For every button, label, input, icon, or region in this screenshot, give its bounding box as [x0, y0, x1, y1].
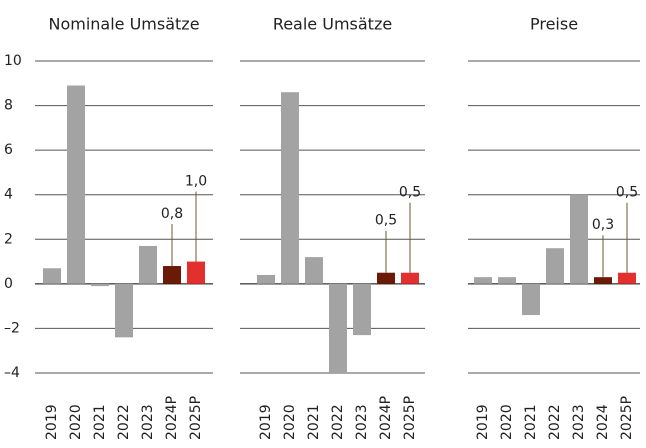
- x-tick-label: 2025P: [402, 396, 418, 440]
- bar: [329, 283, 347, 373]
- x-tick-label: 2024P: [378, 396, 394, 440]
- y-tick-label: –4: [4, 365, 20, 381]
- x-tick-label: 2022: [547, 404, 563, 440]
- value-label: 0,5: [616, 185, 638, 201]
- value-label: 0,5: [375, 213, 397, 229]
- x-tick-label: 2020: [499, 404, 515, 440]
- x-tick-label: 2024P: [164, 396, 180, 440]
- bar: [281, 92, 299, 284]
- bar: [474, 277, 492, 284]
- bar: [618, 272, 636, 284]
- bar: [401, 272, 419, 284]
- bar: [187, 261, 205, 284]
- x-tick-label: 2020: [282, 404, 298, 440]
- y-tick-label: –2: [4, 320, 20, 336]
- x-tick-label: 2019: [258, 404, 274, 440]
- y-tick-label: 10: [4, 53, 22, 69]
- y-tick-label: 8: [4, 98, 13, 114]
- x-tick-label: 2023: [354, 404, 370, 440]
- x-tick-label: 2021: [523, 404, 539, 440]
- value-label: 0,5: [399, 185, 421, 201]
- y-tick-label: 2: [4, 231, 13, 247]
- x-tick-label: 2022: [330, 404, 346, 440]
- x-tick-label: 2019: [44, 404, 60, 440]
- x-tick-label: 2025P: [188, 396, 204, 440]
- value-label: 0,8: [161, 206, 183, 222]
- bar: [546, 248, 564, 284]
- x-tick-label: 2023: [140, 404, 156, 440]
- panel-title: Reale Umsätze: [273, 15, 392, 34]
- bar: [115, 283, 133, 338]
- bar: [43, 268, 61, 284]
- panel-title: Preise: [530, 15, 578, 34]
- bar: [522, 283, 540, 316]
- bar: [377, 272, 395, 284]
- x-tick-label: 2021: [306, 404, 322, 440]
- y-tick-label: 0: [4, 276, 13, 292]
- value-label: 1,0: [185, 174, 207, 190]
- x-tick-label: 2024: [595, 404, 611, 440]
- panel-title: Nominale Umsätze: [48, 15, 199, 34]
- y-tick-label: 6: [4, 142, 13, 158]
- bar: [163, 266, 181, 284]
- x-tick-label: 2020: [68, 404, 84, 440]
- bar: [353, 283, 371, 336]
- bar: [498, 277, 516, 284]
- x-tick-label: 2025P: [619, 396, 635, 440]
- bar: [91, 283, 109, 287]
- x-tick-label: 2021: [92, 404, 108, 440]
- bar: [67, 85, 85, 284]
- bar: [570, 194, 588, 284]
- x-tick-label: 2022: [116, 404, 132, 440]
- x-tick-label: 2023: [571, 404, 587, 440]
- bar: [139, 245, 157, 284]
- x-tick-label: 2019: [475, 404, 491, 440]
- value-label: 0,3: [592, 217, 614, 233]
- y-tick-label: 4: [4, 187, 13, 203]
- bar: [305, 257, 323, 284]
- bar: [594, 277, 612, 284]
- bar: [257, 274, 275, 284]
